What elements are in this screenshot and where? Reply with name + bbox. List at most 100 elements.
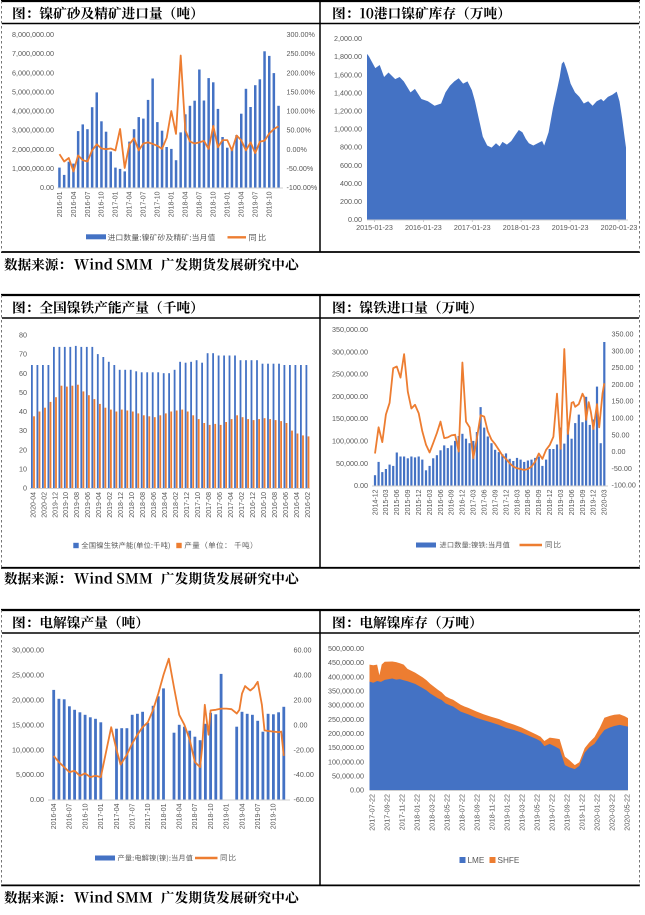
svg-text:250.00%: 250.00% — [287, 49, 316, 58]
svg-text:1,200.00: 1,200.00 — [334, 107, 362, 116]
svg-text:2018-05-22: 2018-05-22 — [443, 794, 452, 831]
svg-text:2019-05-22: 2019-05-22 — [533, 794, 542, 831]
svg-text:2019-04: 2019-04 — [239, 191, 246, 217]
svg-text:2017-10: 2017-10 — [145, 803, 152, 829]
svg-text:2016-04: 2016-04 — [71, 191, 78, 217]
svg-text:0.00: 0.00 — [354, 481, 368, 490]
svg-text:2019-10: 2019-10 — [271, 803, 278, 829]
svg-text:10,000.00: 10,000.00 — [12, 745, 44, 754]
svg-text:2020-01-22: 2020-01-22 — [593, 794, 602, 831]
svg-text:1,800.00: 1,800.00 — [334, 52, 362, 61]
svg-text:-100.00%: -100.00% — [287, 183, 318, 192]
svg-text:0.00: 0.00 — [612, 447, 626, 456]
svg-text:2020-03: 2020-03 — [602, 489, 609, 515]
svg-text:30,000.00: 30,000.00 — [12, 646, 44, 655]
svg-text:7,000,000.00: 7,000,000.00 — [12, 49, 54, 58]
svg-text:2016-01-23: 2016-01-23 — [405, 223, 442, 232]
svg-text:2016-10: 2016-10 — [261, 492, 268, 518]
svg-text:-50.00%: -50.00% — [287, 164, 314, 173]
svg-text:0.00: 0.00 — [30, 795, 44, 804]
svg-text:40: 40 — [19, 407, 27, 416]
svg-text:20,000.00: 20,000.00 — [12, 695, 44, 704]
svg-text:2019-06: 2019-06 — [569, 489, 576, 515]
svg-text:200,000.00: 200,000.00 — [328, 729, 364, 738]
svg-text:2016-07: 2016-07 — [67, 803, 74, 829]
svg-text:200.00%: 200.00% — [287, 68, 316, 77]
svg-text:2018-01-23: 2018-01-23 — [503, 223, 540, 232]
svg-text:250,000.00: 250,000.00 — [328, 715, 364, 724]
svg-text:450,000.00: 450,000.00 — [328, 658, 364, 667]
svg-text:2018-06: 2018-06 — [151, 492, 158, 518]
svg-text:2019-09-22: 2019-09-22 — [563, 794, 572, 831]
svg-text:-40.00: -40.00 — [294, 770, 314, 779]
svg-text:2016-02: 2016-02 — [305, 492, 312, 518]
svg-text:300,000.00: 300,000.00 — [328, 701, 364, 710]
svg-text:200,000.00: 200,000.00 — [332, 392, 368, 401]
svg-text:2015-03: 2015-03 — [383, 489, 390, 515]
svg-text:2019-06: 2019-06 — [85, 492, 92, 518]
svg-text:2019-01: 2019-01 — [224, 803, 231, 829]
svg-text:2018-01: 2018-01 — [161, 803, 168, 829]
svg-text:15,000.00: 15,000.00 — [12, 720, 44, 729]
svg-text:2019-10: 2019-10 — [267, 191, 274, 217]
svg-text:2019-04: 2019-04 — [239, 803, 246, 829]
svg-text:2017-12: 2017-12 — [503, 489, 510, 515]
svg-text:50,000.00: 50,000.00 — [332, 772, 364, 781]
svg-text:2020-04: 2020-04 — [30, 492, 37, 518]
svg-text:2019-01-22: 2019-01-22 — [503, 794, 512, 831]
svg-text:60: 60 — [19, 369, 27, 378]
svg-text:0.00: 0.00 — [348, 215, 362, 224]
svg-text:2017-07: 2017-07 — [141, 191, 148, 217]
svg-text:2018-12: 2018-12 — [118, 492, 125, 518]
svg-text:2019-07: 2019-07 — [255, 803, 262, 829]
svg-text:2017-06: 2017-06 — [482, 489, 489, 515]
svg-text:2015-06: 2015-06 — [394, 489, 401, 515]
svg-text:2016-12: 2016-12 — [250, 492, 257, 518]
svg-text:2018-07: 2018-07 — [192, 803, 199, 829]
svg-text:2016-06: 2016-06 — [283, 492, 290, 518]
svg-text:2018-06: 2018-06 — [525, 489, 532, 515]
svg-text:2017-01-23: 2017-01-23 — [454, 223, 491, 232]
svg-text:3,000,000.00: 3,000,000.00 — [12, 126, 54, 135]
svg-text:2018-04: 2018-04 — [177, 803, 184, 829]
svg-text:2018-09-22: 2018-09-22 — [473, 794, 482, 831]
svg-text:2018-10: 2018-10 — [208, 803, 215, 829]
svg-text:2020-02: 2020-02 — [41, 492, 48, 518]
svg-text:2018-10: 2018-10 — [211, 191, 218, 217]
svg-text:600.00: 600.00 — [340, 161, 362, 170]
svg-text:0.00%: 0.00% — [287, 145, 308, 154]
svg-text:2020-01-23: 2020-01-23 — [601, 223, 638, 232]
svg-text:2016-03: 2016-03 — [427, 489, 434, 515]
svg-text:-100.00: -100.00 — [612, 481, 636, 490]
svg-text:2019-01-23: 2019-01-23 — [552, 223, 589, 232]
svg-text:100,000.00: 100,000.00 — [332, 437, 368, 446]
svg-text:LME: LME — [468, 856, 485, 865]
svg-text:-50.00: -50.00 — [612, 464, 632, 473]
svg-text:100.00%: 100.00% — [287, 107, 316, 116]
svg-text:2018-08: 2018-08 — [140, 492, 147, 518]
svg-text:500,000.00: 500,000.00 — [328, 644, 364, 653]
svg-text:8,000,000.00: 8,000,000.00 — [12, 30, 54, 39]
svg-text:50,000.00: 50,000.00 — [336, 459, 368, 468]
svg-text:5,000.00: 5,000.00 — [16, 770, 44, 779]
svg-text:400.00: 400.00 — [340, 179, 362, 188]
svg-text:2017-03: 2017-03 — [471, 489, 478, 515]
svg-text:2017-08: 2017-08 — [206, 492, 213, 518]
svg-text:2018-12: 2018-12 — [547, 489, 554, 515]
svg-text:2018-03-22: 2018-03-22 — [428, 794, 437, 831]
svg-text:2,000,000.00: 2,000,000.00 — [12, 145, 54, 154]
svg-text:2014-12: 2014-12 — [372, 489, 379, 515]
svg-text:150,000.00: 150,000.00 — [328, 743, 364, 752]
svg-text:2017-09: 2017-09 — [492, 489, 499, 515]
svg-text:2018-10: 2018-10 — [129, 492, 136, 518]
svg-text:2017-12: 2017-12 — [184, 492, 191, 518]
svg-text:2015-09: 2015-09 — [405, 489, 412, 515]
svg-text:2017-01: 2017-01 — [98, 803, 105, 829]
svg-text:50.00%: 50.00% — [287, 126, 312, 135]
svg-text:2017-07-22: 2017-07-22 — [368, 794, 377, 831]
svg-text:20.00: 20.00 — [294, 695, 312, 704]
svg-text:2016-04: 2016-04 — [51, 803, 58, 829]
svg-text:70: 70 — [19, 350, 27, 359]
svg-text:2016-10: 2016-10 — [82, 803, 89, 829]
svg-text:2017-06: 2017-06 — [217, 492, 224, 518]
